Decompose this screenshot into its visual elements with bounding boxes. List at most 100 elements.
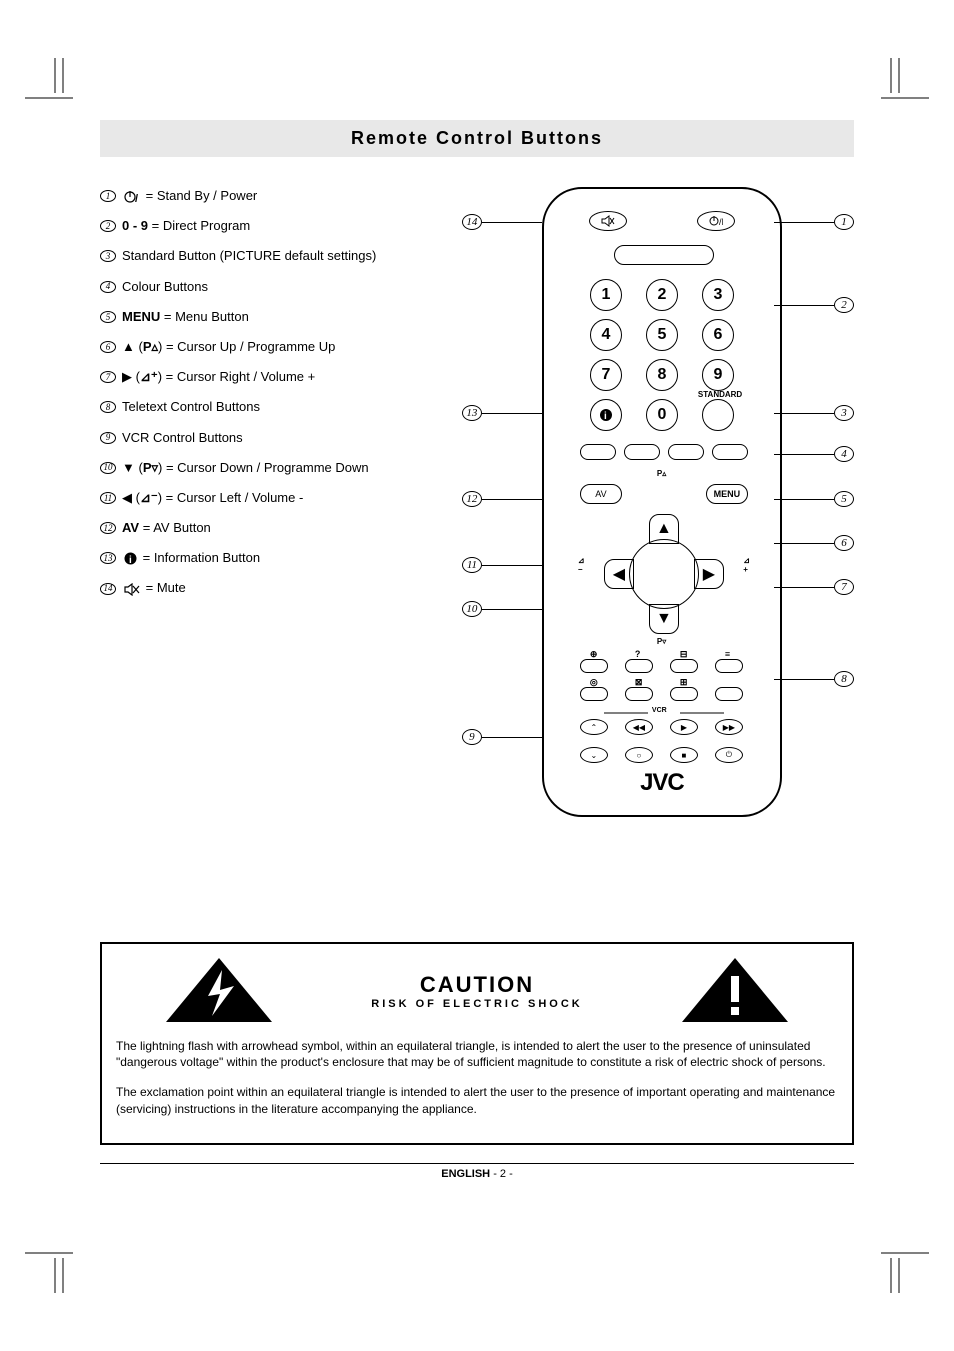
callout-line xyxy=(774,454,834,455)
teletext-button xyxy=(670,659,698,673)
legend-number: 6 xyxy=(100,341,116,353)
vcr-button: ◀◀ xyxy=(625,719,653,735)
p-up-label: P▵ xyxy=(657,469,666,478)
callout-line xyxy=(774,413,834,414)
power-button: /I xyxy=(697,211,735,231)
legend-item: 11◀ (⊿⁻) = Cursor Left / Volume - xyxy=(100,489,462,507)
teletext-icon: ≡ xyxy=(725,649,730,659)
crop-mark-icon xyxy=(25,58,75,108)
mute-button xyxy=(589,211,627,231)
legend-item: 12AV = AV Button xyxy=(100,519,462,537)
vcr-button: ▶▶ xyxy=(715,719,743,735)
numpad-button: 8 xyxy=(646,359,678,391)
callout-number: 14 xyxy=(462,214,482,230)
vcr-button: ⌄ xyxy=(580,747,608,763)
caution-subtitle: RISK OF ELECTRIC SHOCK xyxy=(371,998,582,1010)
vol-plus-icon: ⊿+ xyxy=(743,556,750,574)
vcr-button: ▶ xyxy=(670,719,698,735)
legend-number: 12 xyxy=(100,522,116,534)
callout-line xyxy=(482,413,542,414)
av-button: AV xyxy=(580,484,622,504)
dpad: ▲ ▼ ◀ ▶ ⊿− ⊿+ xyxy=(594,514,734,634)
colour-button-green xyxy=(624,444,660,460)
menu-button: MENU xyxy=(706,484,748,504)
svg-text:/ I: / I xyxy=(135,193,140,204)
callout-number: 8 xyxy=(834,671,854,687)
button-legend: 1/ I = Stand By / Power20 - 9 = Direct P… xyxy=(100,187,462,887)
numpad-button: 6 xyxy=(702,319,734,351)
teletext-icon: ? xyxy=(635,649,641,659)
legend-number: 1 xyxy=(100,190,116,202)
colour-button-red xyxy=(580,444,616,460)
legend-number: 13 xyxy=(100,552,116,564)
legend-item: 8Teletext Control Buttons xyxy=(100,398,462,416)
callout-number: 10 xyxy=(462,601,482,617)
callout-line xyxy=(482,499,542,500)
legend-number: 11 xyxy=(100,492,116,504)
legend-item: 3Standard Button (PICTURE default settin… xyxy=(100,247,462,265)
legend-number: 3 xyxy=(100,250,116,262)
numpad-button: 2 xyxy=(646,279,678,311)
colour-button-blue xyxy=(712,444,748,460)
info-button: i xyxy=(590,399,622,431)
caution-title: CAUTION xyxy=(371,972,582,998)
callout-number: 2 xyxy=(834,297,854,313)
colour-button-yellow xyxy=(668,444,704,460)
teletext-button xyxy=(670,687,698,701)
callout-number: 11 xyxy=(462,557,482,573)
callout-line xyxy=(774,679,834,680)
callout-line xyxy=(774,222,834,223)
remote-diagram: /I i 0 STANDARD P▵ AV MENU ▲ xyxy=(462,187,854,887)
legend-number: 2 xyxy=(100,220,116,232)
numpad-button: 4 xyxy=(590,319,622,351)
legend-item: 10▼ (P▿) = Cursor Down / Programme Down xyxy=(100,459,462,477)
vcr-divider xyxy=(604,710,724,716)
teletext-button xyxy=(625,659,653,673)
callout-number: 4 xyxy=(834,446,854,462)
numpad-button: 1 xyxy=(590,279,622,311)
crop-mark-icon xyxy=(879,1243,929,1293)
callout-number: 5 xyxy=(834,491,854,507)
teletext-button xyxy=(580,687,608,701)
callout-number: 9 xyxy=(462,729,482,745)
teletext-button xyxy=(715,687,743,701)
vcr-button: ○ xyxy=(625,747,653,763)
callout-number: 7 xyxy=(834,579,854,595)
legend-number: 7 xyxy=(100,371,116,383)
callout-number: 3 xyxy=(834,405,854,421)
callout-line xyxy=(774,305,834,306)
svg-text:i: i xyxy=(604,411,607,422)
dpad-center xyxy=(629,539,699,609)
zero-button: 0 xyxy=(646,399,678,431)
page-footer: ENGLISH - 2 - xyxy=(100,1163,854,1180)
legend-number: 10 xyxy=(100,462,116,474)
caution-paragraph-2: The exclamation point within an equilate… xyxy=(116,1084,838,1116)
blank-bar-button xyxy=(614,245,714,265)
caution-paragraph-1: The lightning flash with arrowhead symbo… xyxy=(116,1038,838,1070)
legend-item: 6▲ (P▵) = Cursor Up / Programme Up xyxy=(100,338,462,356)
numpad-button: 5 xyxy=(646,319,678,351)
vcr-button: ■ xyxy=(670,747,698,763)
callout-number: 6 xyxy=(834,535,854,551)
p-down-label: P▿ xyxy=(657,637,666,646)
callout-line xyxy=(774,499,834,500)
legend-item: 5MENU = Menu Button xyxy=(100,308,462,326)
callout-line xyxy=(774,587,834,588)
legend-item: 1/ I = Stand By / Power xyxy=(100,187,462,205)
callout-number: 12 xyxy=(462,491,482,507)
callout-line xyxy=(482,609,542,610)
vcr-button: ⏻ xyxy=(715,747,743,763)
callout-line xyxy=(482,737,542,738)
svg-text:/I: /I xyxy=(719,217,723,227)
lightning-triangle-icon xyxy=(164,956,274,1026)
callout-line xyxy=(482,565,542,566)
vol-minus-icon: ⊿− xyxy=(578,556,585,574)
teletext-button xyxy=(715,659,743,673)
numpad-button: 7 xyxy=(590,359,622,391)
legend-item: 13i = Information Button xyxy=(100,549,462,567)
legend-item: 7▶ (⊿⁺) = Cursor Right / Volume + xyxy=(100,368,462,386)
caution-box: CAUTION RISK OF ELECTRIC SHOCK The light… xyxy=(100,942,854,1145)
callout-line xyxy=(774,543,834,544)
numpad-button: 3 xyxy=(702,279,734,311)
crop-mark-icon xyxy=(879,58,929,108)
